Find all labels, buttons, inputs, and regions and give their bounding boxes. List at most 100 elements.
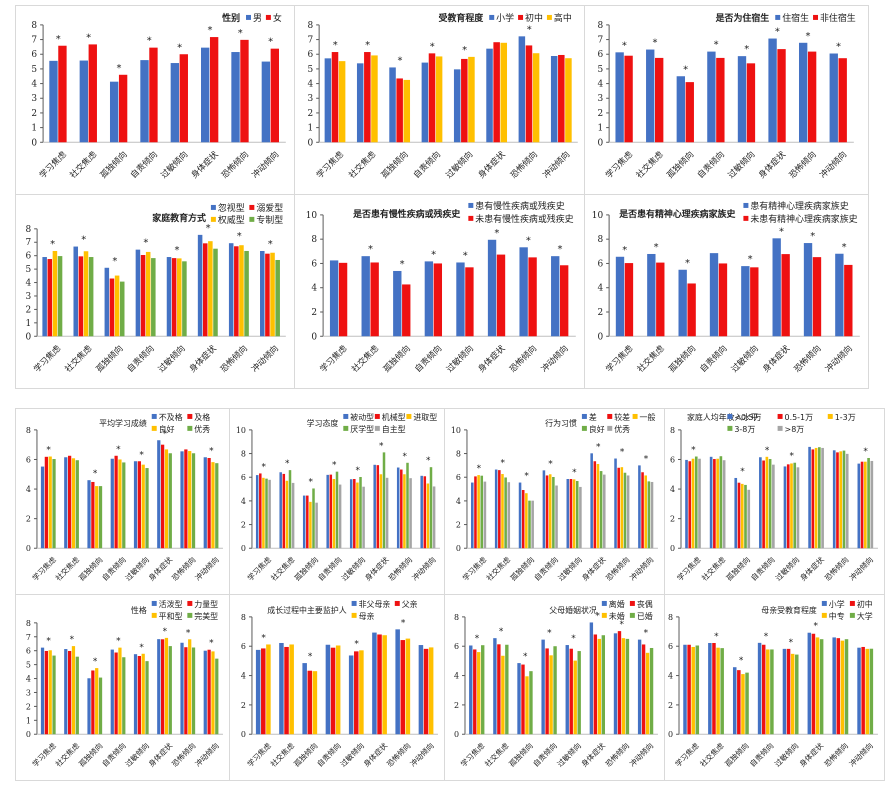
x-category-label: 身体症状 — [756, 149, 787, 180]
bar-family_style-7-3 — [275, 259, 280, 337]
bar-gender-0-0 — [49, 60, 58, 143]
bar-education-0-1 — [331, 52, 339, 143]
x-category-label: 社交焦虑 — [68, 149, 99, 180]
bar-grades-1-2 — [71, 458, 76, 549]
bar-attitude-3-4 — [338, 484, 342, 549]
x-category-label: 过敏倾向 — [772, 741, 800, 769]
bar-income-1-4 — [722, 460, 726, 549]
bar-boarding-3-1 — [716, 57, 725, 143]
legend-label-2: 良好 — [159, 424, 175, 434]
significance-marker: * — [163, 429, 168, 439]
significance-marker: * — [714, 632, 719, 642]
legend-label-1: 未患有慢性疾病或残疾史 — [475, 213, 573, 225]
x-category-label: 过敏倾向 — [156, 343, 187, 374]
legend-label-2: 高中 — [554, 12, 572, 24]
x-category-label: 冲动倾向 — [541, 149, 572, 180]
bar-guardian-5-1 — [377, 634, 382, 735]
bar-grades-6-3 — [191, 453, 196, 549]
bar-attitude-0-3 — [265, 478, 268, 549]
bar-income-0-0 — [685, 459, 688, 549]
bar-habits-4-2 — [572, 479, 576, 549]
y-tick-label: 4 — [26, 675, 31, 684]
y-tick-label: 5 — [31, 65, 37, 75]
y-tick-label: 2 — [311, 308, 317, 318]
y-tick-label: 8 — [241, 613, 246, 622]
y-tick-label: 4 — [26, 485, 31, 494]
bar-boarding-6-1 — [807, 51, 817, 143]
bar-habits-5-1 — [593, 461, 597, 549]
bar-marital-1-3 — [505, 644, 509, 735]
x-category-label: 身体症状 — [798, 554, 827, 583]
bar-income-3-0 — [759, 457, 762, 549]
bar-attitude-3-1 — [329, 474, 333, 549]
x-category-label: 学习焦虑 — [460, 554, 489, 583]
significance-marker: * — [285, 459, 290, 469]
bar-education-0-2 — [338, 61, 346, 143]
bar-habits-3-1 — [545, 475, 549, 549]
x-category-label: 冲动倾向 — [193, 555, 221, 583]
x-category-label: 学习焦虑 — [458, 740, 487, 769]
bar-income-0-3 — [694, 456, 698, 549]
bar-attitude-2-1 — [306, 495, 309, 549]
legend-swatch-1 — [394, 600, 400, 606]
significance-marker: * — [765, 446, 770, 456]
bar-grades-0-0 — [40, 466, 45, 549]
significance-marker: * — [268, 239, 273, 250]
bar-family_style-6-2 — [239, 245, 244, 337]
bar-attitude-5-1 — [376, 465, 380, 549]
bar-education-6-2 — [532, 53, 540, 143]
bar-personality-1-3 — [75, 656, 79, 735]
bar-attitude-4-3 — [359, 476, 362, 549]
y-tick-label: 5 — [25, 265, 31, 275]
bar-guardian-3-2 — [335, 645, 341, 735]
bar-attitude-5-3 — [382, 452, 386, 549]
x-category-label: 学习焦虑 — [603, 149, 634, 180]
legend: 是否为住宿生 住宿生 非住宿生 — [715, 12, 856, 24]
bar-personality-4-0 — [133, 654, 138, 735]
bar-income-2-1 — [737, 482, 741, 549]
y-tick-label: 10 — [236, 426, 246, 435]
bar-grades-5-2 — [164, 449, 169, 549]
legend-label-0: 活泼型 — [159, 599, 183, 609]
y-tick-label: 6 — [26, 647, 31, 656]
bar-gender-1-0 — [79, 60, 89, 143]
bar-habits-2-1 — [521, 490, 525, 549]
bar-habits-4-0 — [566, 479, 570, 549]
bar-chronic-5-0 — [487, 239, 497, 337]
bar-mother_edu-1-1 — [712, 642, 716, 735]
significance-marker: * — [836, 42, 841, 53]
y-tick-label: 7 — [31, 36, 37, 46]
bar-chronic-0-1 — [338, 262, 348, 337]
x-category-label: 自责倾向 — [747, 741, 775, 769]
bar-grades-2-1 — [91, 481, 95, 549]
chart-panel-personality: 性格 活泼型 力量型 平和型 完美型 0 1 2 3 4 5 6 7 8 * * * * * * * * 学习焦虑 社交焦虑孤… — [15, 595, 230, 781]
significance-marker: * — [365, 40, 370, 51]
bar-marital-6-2 — [621, 638, 626, 735]
y-tick-label: 7 — [307, 36, 313, 46]
bar-family_style-4-2 — [177, 258, 182, 337]
y-tick-label: 4 — [670, 485, 675, 494]
y-tick-label: 8 — [26, 426, 31, 435]
bar-grades-5-1 — [160, 444, 165, 549]
bar-marital-2-1 — [521, 664, 525, 735]
bar-attitude-3-0 — [326, 474, 329, 549]
legend-swatch-0 — [489, 14, 495, 20]
bar-gender-3-0 — [140, 60, 149, 143]
y-tick-label: 10 — [592, 211, 604, 221]
x-category-label: 孤独倾向 — [379, 149, 410, 180]
y-tick-label: 6 — [307, 50, 313, 60]
bars: * * * * * * * * — [615, 27, 847, 143]
legend-label-3: 优秀 — [194, 424, 210, 434]
bar-education-7-2 — [565, 58, 572, 143]
x-category-label: 恐怖倾向 — [822, 741, 850, 769]
x-category-label: 冲动倾向 — [409, 555, 437, 583]
significance-marker: * — [571, 634, 576, 644]
bar-chronic-4-1 — [465, 267, 474, 337]
bar-family_style-4-0 — [166, 257, 172, 337]
bar-attitude-7-3 — [429, 467, 433, 549]
chart-panel-mental_family: 是否患有精神心理疾病家族史 患有精神心理疾病家族史 未患有精神心理疾病家族史 0 2 4 6… — [585, 195, 869, 389]
bar-chronic-3-0 — [424, 261, 434, 337]
significance-marker: * — [499, 627, 504, 637]
chart-title: 成长过程中主要监护人 — [267, 605, 346, 615]
